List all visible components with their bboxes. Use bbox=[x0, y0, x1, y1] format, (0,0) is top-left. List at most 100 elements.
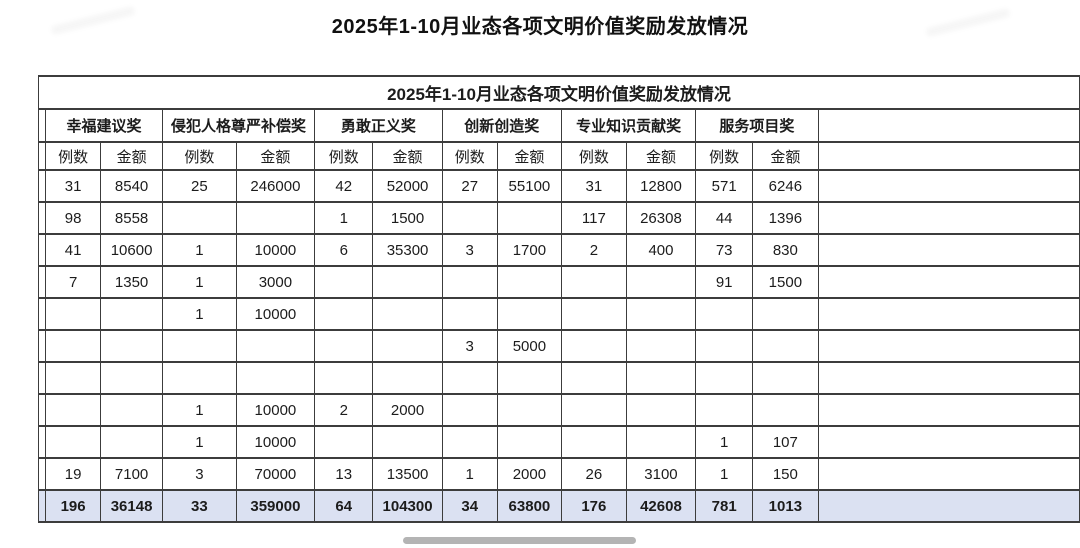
amount-column-header: 金额 bbox=[235, 141, 316, 171]
table-cell bbox=[441, 393, 498, 427]
filler-cell bbox=[817, 425, 1080, 459]
table-cell: 73 bbox=[695, 233, 754, 267]
total-cell: 781 bbox=[695, 489, 754, 523]
table-cell: 12800 bbox=[625, 169, 697, 203]
table-cell bbox=[235, 361, 316, 395]
table-cell: 8558 bbox=[100, 201, 163, 235]
table-cell bbox=[161, 201, 237, 235]
table-cell: 1700 bbox=[496, 233, 563, 267]
amount-column-header: 金额 bbox=[100, 141, 163, 171]
table-cell: 2 bbox=[314, 393, 374, 427]
total-cell: 359000 bbox=[235, 489, 316, 523]
table-cell: 10000 bbox=[235, 425, 316, 459]
filler-header-cell bbox=[817, 108, 1080, 143]
table-cell bbox=[45, 329, 102, 363]
filler-cell bbox=[817, 201, 1080, 235]
table-cell bbox=[561, 425, 627, 459]
horizontal-scrollbar[interactable] bbox=[0, 536, 1080, 545]
table-cell: 8540 bbox=[100, 169, 163, 203]
table-cell bbox=[235, 201, 316, 235]
table-row: 1 10000 bbox=[38, 297, 1080, 331]
table-cell bbox=[100, 393, 163, 427]
table-row: 7 1350 1 3000 91 1500 bbox=[38, 265, 1080, 299]
table-cell: 7 bbox=[45, 265, 102, 299]
stub-cell bbox=[38, 233, 47, 267]
table-cell: 1350 bbox=[100, 265, 163, 299]
table-cell bbox=[314, 297, 374, 331]
table-cell bbox=[235, 329, 316, 363]
table-cell: 13 bbox=[314, 457, 374, 491]
table-cell bbox=[161, 361, 237, 395]
amount-column-header: 金额 bbox=[496, 141, 563, 171]
total-cell: 1013 bbox=[752, 489, 819, 523]
table-cell bbox=[625, 425, 697, 459]
filler-cell bbox=[817, 489, 1080, 523]
table-cell bbox=[161, 329, 237, 363]
stub-cell bbox=[38, 489, 47, 523]
table-cell bbox=[372, 361, 443, 395]
award-group-header: 专业知识贡献奖 bbox=[560, 108, 697, 143]
table-cell bbox=[625, 265, 697, 299]
table-cell: 3 bbox=[441, 233, 498, 267]
table-cell: 1 bbox=[695, 457, 754, 491]
amount-column-header: 金额 bbox=[625, 141, 697, 171]
table-row: 1 10000 2 2000 bbox=[38, 393, 1080, 427]
table-cell bbox=[45, 425, 102, 459]
table-cell: 7100 bbox=[100, 457, 163, 491]
table-viewport[interactable]: 2025年1-10月业态各项文明价值奖励发放情况 幸福建议奖 侵犯人格尊严补偿奖 勇敢… bbox=[38, 75, 1080, 541]
total-cell: 33 bbox=[161, 489, 237, 523]
cases-column-header: 例数 bbox=[45, 141, 102, 171]
stub-cell bbox=[38, 169, 47, 203]
table-cell: 2000 bbox=[496, 457, 563, 491]
table-cell: 571 bbox=[695, 169, 754, 203]
table-cell: 70000 bbox=[235, 457, 316, 491]
table-cell bbox=[45, 297, 102, 331]
table-row: 1 10000 1 107 bbox=[38, 425, 1080, 459]
table-cell: 830 bbox=[752, 233, 819, 267]
stub-cell bbox=[38, 361, 47, 395]
table-cell bbox=[496, 297, 563, 331]
table-cell bbox=[561, 361, 627, 395]
scrollbar-thumb[interactable] bbox=[403, 537, 636, 544]
table-cell: 10000 bbox=[235, 297, 316, 331]
table-cell bbox=[45, 393, 102, 427]
table-cell bbox=[372, 265, 443, 299]
table-cell: 10000 bbox=[235, 393, 316, 427]
table-cell: 1500 bbox=[752, 265, 819, 299]
table-cell: 26308 bbox=[625, 201, 697, 235]
table-cell: 91 bbox=[695, 265, 754, 299]
table-cell bbox=[695, 329, 754, 363]
table-cell: 42 bbox=[314, 169, 374, 203]
table-cell bbox=[695, 361, 754, 395]
table-cell: 1 bbox=[161, 425, 237, 459]
filler-cell bbox=[817, 265, 1080, 299]
total-cell: 36148 bbox=[100, 489, 163, 523]
table-cell bbox=[561, 393, 627, 427]
stub-cell bbox=[38, 425, 47, 459]
table-cell: 1 bbox=[161, 233, 237, 267]
table-cell bbox=[314, 425, 374, 459]
table-cell bbox=[625, 329, 697, 363]
table-row bbox=[38, 361, 1080, 395]
stub-cell bbox=[38, 393, 47, 427]
table-cell bbox=[441, 297, 498, 331]
table-row: 98 8558 1 1500 117 26308 44 1396 bbox=[38, 201, 1080, 235]
filler-cell bbox=[817, 329, 1080, 363]
table-cell bbox=[372, 425, 443, 459]
table-cell: 3000 bbox=[235, 265, 316, 299]
table-cell: 31 bbox=[45, 169, 102, 203]
table-cell bbox=[100, 297, 163, 331]
table-cell bbox=[372, 329, 443, 363]
total-row: 196 36148 33 359000 64 104300 34 63800 176 42608 7… bbox=[38, 489, 1080, 523]
table-cell: 400 bbox=[625, 233, 697, 267]
table-cell bbox=[100, 425, 163, 459]
table-row: 3 5000 bbox=[38, 329, 1080, 363]
table-cell: 3 bbox=[161, 457, 237, 491]
table-cell: 13500 bbox=[372, 457, 443, 491]
table-cell: 1 bbox=[161, 393, 237, 427]
table-row: 31 8540 25 246000 42 52000 27 55100 31 12800 571 62… bbox=[38, 169, 1080, 203]
table-cell: 3100 bbox=[625, 457, 697, 491]
table-cell bbox=[625, 297, 697, 331]
table-cell bbox=[561, 297, 627, 331]
table-cell bbox=[695, 393, 754, 427]
